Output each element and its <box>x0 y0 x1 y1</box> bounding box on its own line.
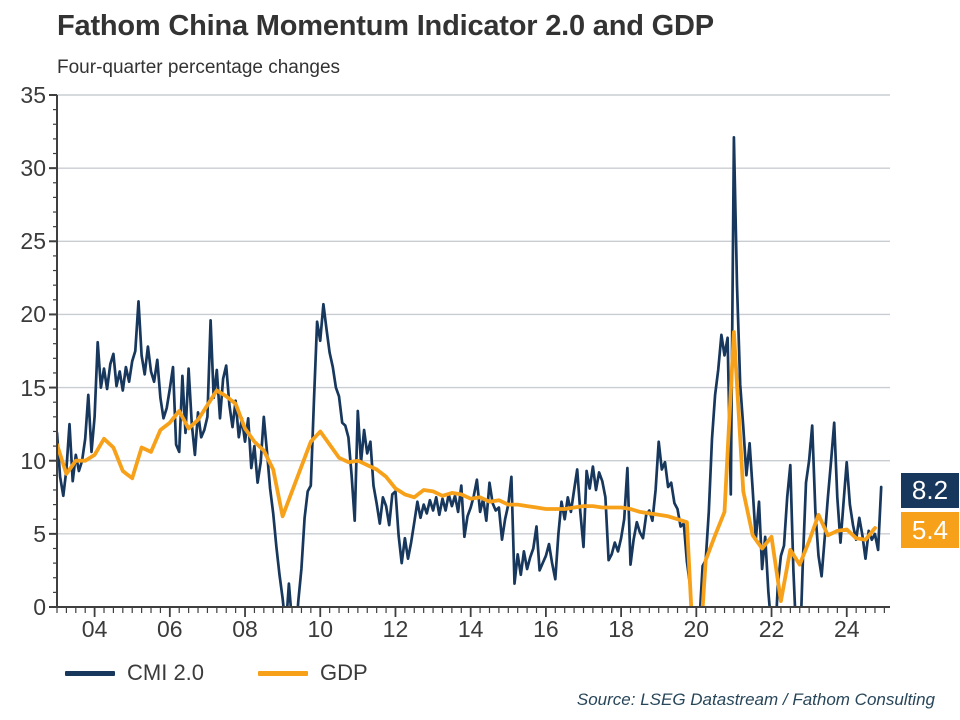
gdp-latest-value-badge: 5.4 <box>901 512 959 548</box>
legend-label-gdp: GDP <box>320 660 368 685</box>
x-axis-tick-label: 22 <box>758 616 785 642</box>
gdp-latest-value: 5.4 <box>911 514 949 545</box>
x-axis-tick-label: 06 <box>157 616 183 642</box>
x-axis-tick-label: 12 <box>382 616 409 642</box>
chart-subtitle: Four-quarter percentage changes <box>57 57 341 78</box>
cmi-latest-value: 8.2 <box>911 475 949 505</box>
y-axis-tick-label: 20 <box>20 301 46 328</box>
x-axis-tick-label: 16 <box>533 616 559 642</box>
x-axis-tick-label: 14 <box>457 616 484 642</box>
source-note: Source: LSEG Datastream / Fathom Consult… <box>576 690 935 709</box>
legend-label-cmi: CMI 2.0 <box>127 660 205 685</box>
y-axis-tick-label: 15 <box>20 374 46 401</box>
cmi-latest-value-badge: 8.2 <box>901 473 959 508</box>
legend-item-cmi: CMI 2.0 <box>65 660 204 686</box>
x-axis-tick-label: 08 <box>232 616 258 642</box>
y-axis-tick-label: 30 <box>20 155 46 182</box>
x-axis-tick-label: 24 <box>833 616 860 642</box>
y-axis-tick-label: 10 <box>20 447 46 474</box>
legend: CMI 2.0 GDP <box>65 660 368 686</box>
x-axis-tick-label: 10 <box>307 616 334 642</box>
legend-item-gdp: GDP <box>258 660 368 686</box>
y-axis-tick-label: 0 <box>33 594 46 620</box>
x-axis-tick-label: 18 <box>608 616 634 642</box>
chart-title: Fathom China Momentum Indicator 2.0 and … <box>57 10 714 42</box>
y-axis-tick-label: 5 <box>33 520 46 547</box>
cmi-line-swatch <box>65 670 115 676</box>
x-axis-tick-label: 04 <box>81 616 108 642</box>
x-axis-tick-label: 20 <box>683 616 710 642</box>
y-axis-tick-label: 25 <box>20 228 46 255</box>
gdp-line-swatch <box>258 670 309 676</box>
y-axis-tick-label: 35 <box>20 82 46 108</box>
